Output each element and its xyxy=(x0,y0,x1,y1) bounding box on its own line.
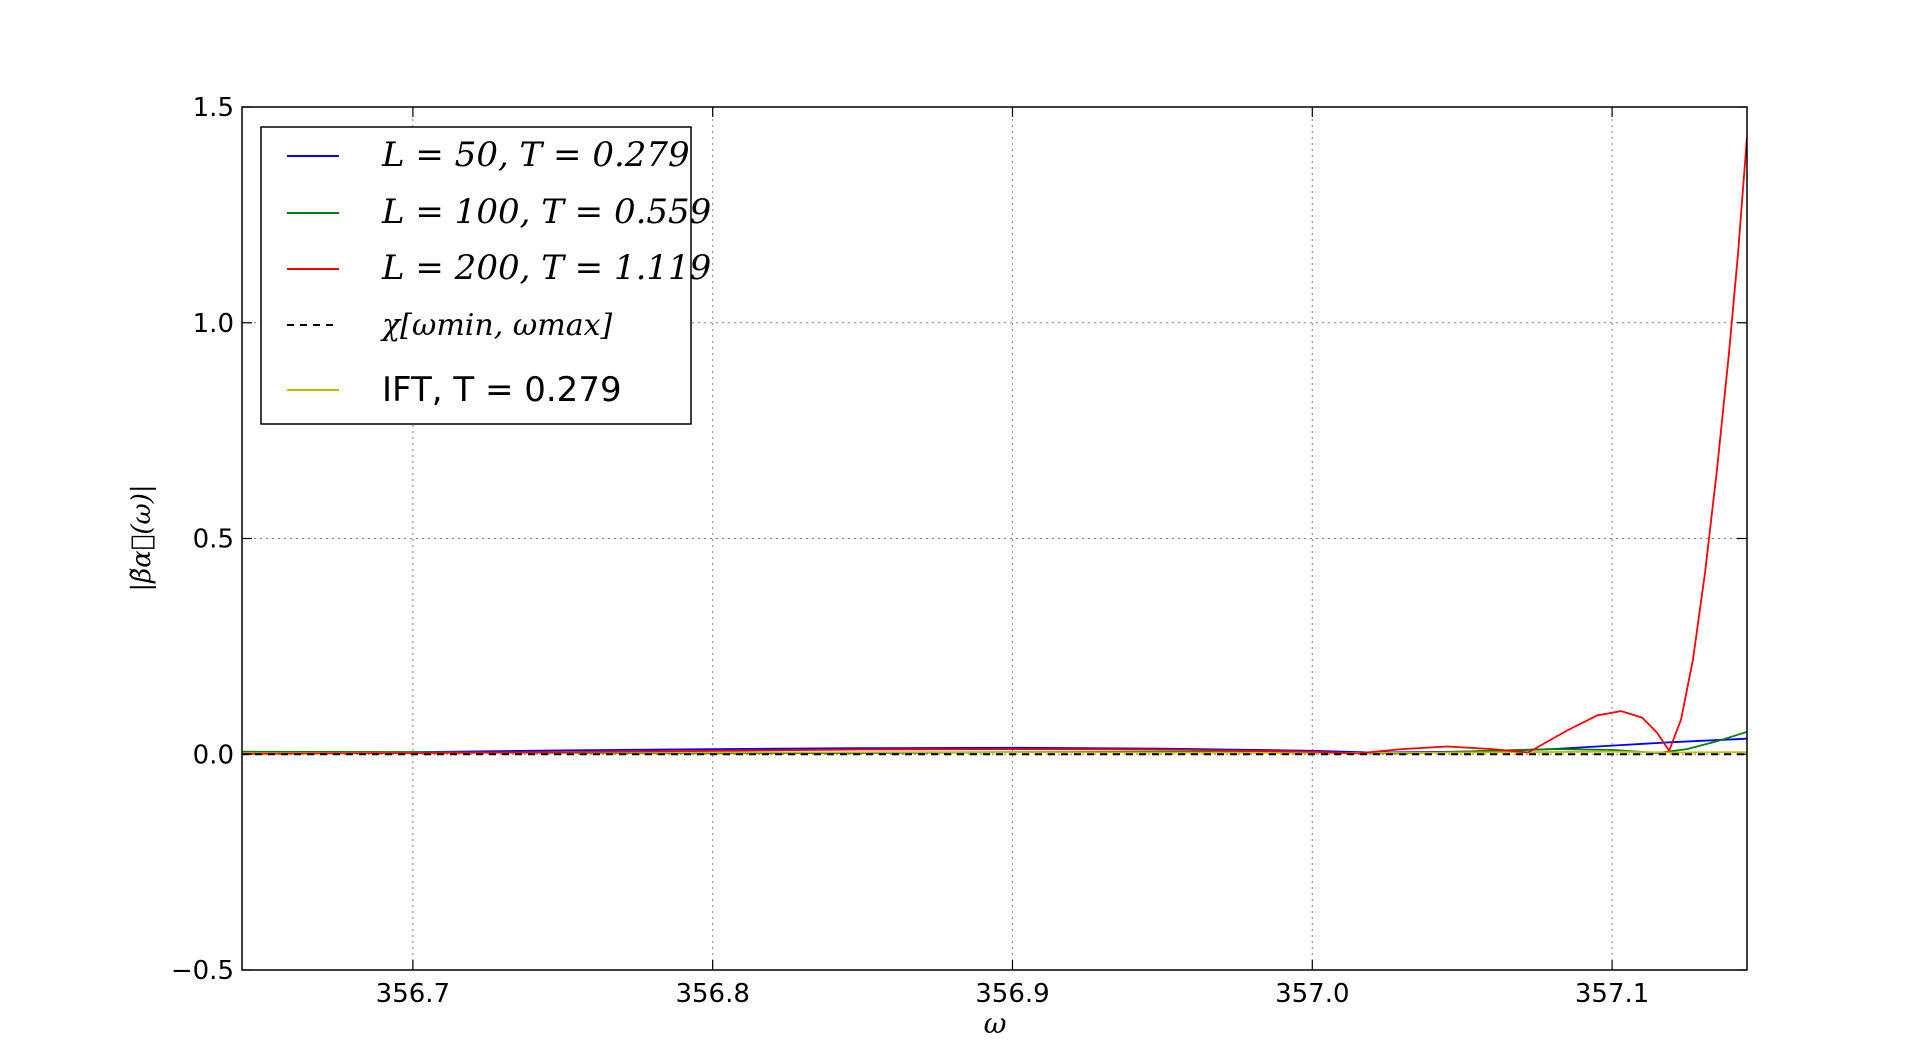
legend: L = 50, T = 0.279 L = 100, T = 0.559 L =… xyxy=(260,126,711,425)
y-tick-label: −0.5 xyxy=(171,956,234,986)
x-tick-label: 356.9 xyxy=(975,979,1049,1009)
series-group xyxy=(242,137,1747,756)
x-tick-label: 356.8 xyxy=(675,979,749,1009)
y-tick-label: 1.0 xyxy=(193,309,234,339)
y-tick-label: 1.5 xyxy=(193,93,234,123)
x-tick-label: 357.0 xyxy=(1275,979,1349,1009)
legend-label-l50: L = 50, T = 0.279 xyxy=(381,135,690,175)
y-axis-label: |β̃α⃗(ω)| xyxy=(127,484,157,591)
y-tick-label: 0.5 xyxy=(193,525,234,555)
x-tick-label: 356.7 xyxy=(376,979,450,1009)
y-tick-label: 0.0 xyxy=(193,740,234,770)
legend-label-chi: χ[ωmin, ωmax] xyxy=(380,308,612,343)
series-line-4 xyxy=(242,750,1747,754)
legend-label-ift: IFT, T = 0.279 xyxy=(382,370,622,410)
legend-label-l100: L = 100, T = 0.559 xyxy=(381,192,711,232)
legend-box xyxy=(260,126,692,425)
x-tick-label: 357.1 xyxy=(1575,979,1649,1009)
series-line-2 xyxy=(242,137,1747,755)
legend-label-l200: L = 200, T = 1.119 xyxy=(381,248,711,288)
x-axis-label: ω xyxy=(984,1007,1007,1040)
axis-ticks: 356.7 356.8 356.9 357.0 357.1 −0.5 0.0 0.5 1.0 1.… xyxy=(171,93,1747,1009)
